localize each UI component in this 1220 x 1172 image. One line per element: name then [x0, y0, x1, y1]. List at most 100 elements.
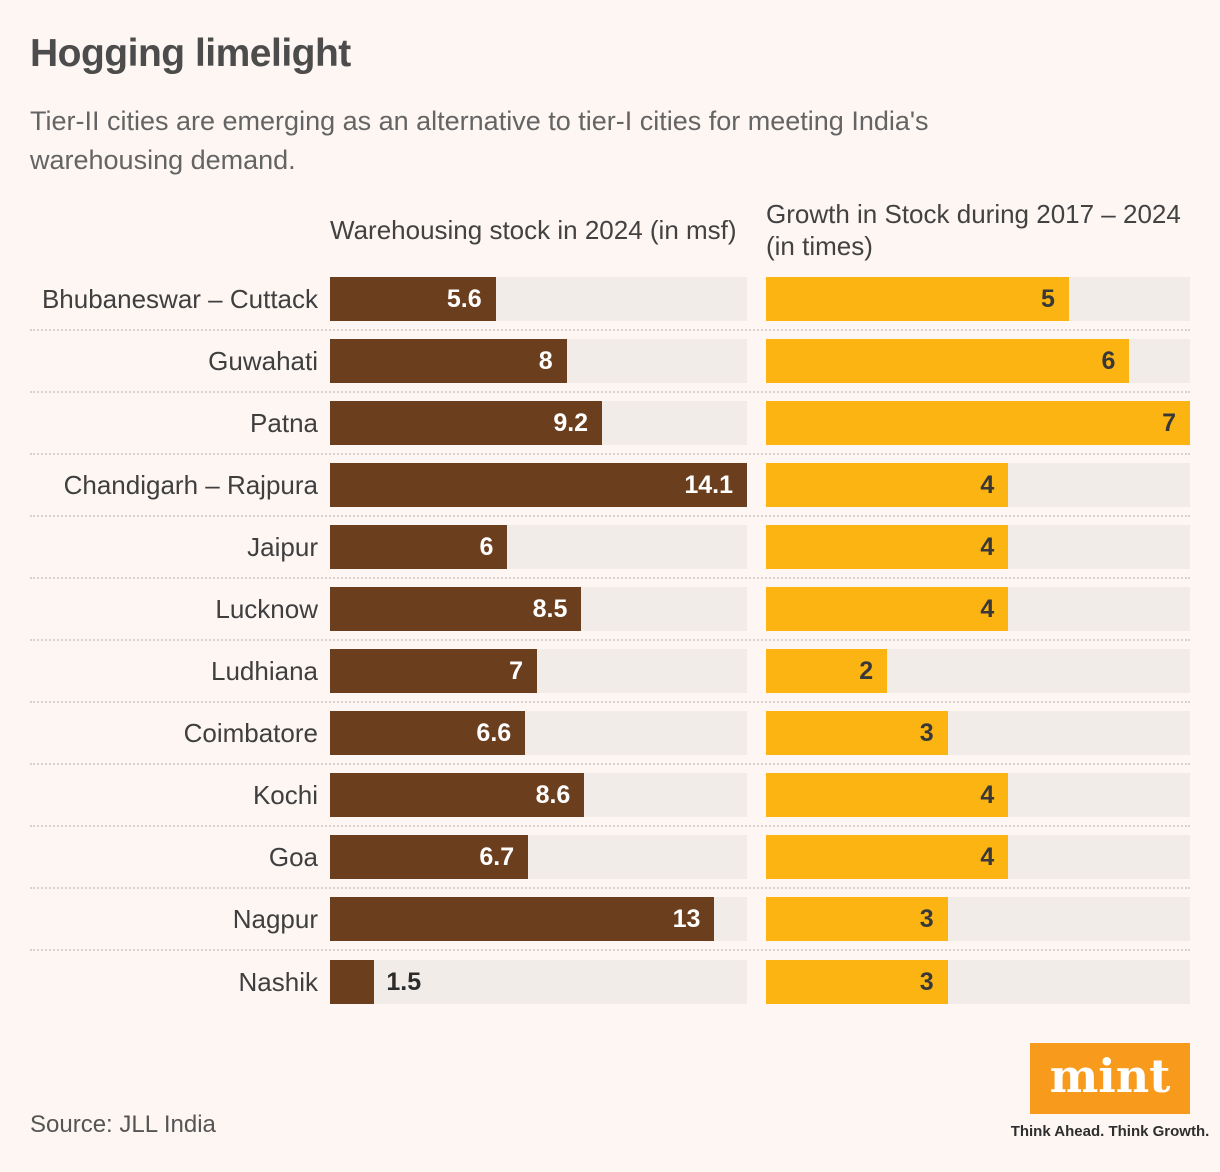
- stock-bar: 5.6: [330, 277, 496, 321]
- brand-tagline: Think Ahead. Think Growth.: [1010, 1123, 1210, 1140]
- growth-bar-track: 6: [766, 339, 1190, 383]
- stock-value-label: 8: [538, 346, 553, 375]
- growth-value-label: 4: [980, 780, 995, 809]
- stock-bar: 8.5: [330, 587, 582, 631]
- stock-bar: 7: [330, 649, 538, 693]
- stock-value-label: 6.7: [479, 842, 515, 871]
- stock-bar-track: 14.1: [330, 463, 747, 507]
- city-label: Lucknow: [215, 593, 318, 624]
- city-label: Chandigarh – Rajpura: [63, 469, 318, 500]
- stock-bar-track: 9.2: [330, 401, 747, 445]
- table-row: Lucknow 8.5 4: [30, 579, 1190, 641]
- table-row: Kochi 8.6 4: [30, 765, 1190, 827]
- city-label: Kochi: [252, 779, 318, 810]
- stock-bar-track: 8.6: [330, 773, 747, 817]
- growth-bar-track: 5: [766, 277, 1190, 321]
- growth-bar: 2: [766, 649, 888, 693]
- growth-value-label: 4: [980, 842, 995, 871]
- stock-value-label: 13: [672, 904, 701, 933]
- bar-chart-rows: Bhubaneswar – Cuttack 5.6 5 Guwahati 8: [30, 269, 1190, 1013]
- growth-bar: 3: [766, 960, 948, 1004]
- city-label: Ludhiana: [211, 655, 318, 686]
- stock-bar-track: 5.6: [330, 277, 747, 321]
- growth-value-label: 3: [919, 904, 934, 933]
- growth-value-label: 2: [859, 656, 874, 685]
- growth-bar-track: 3: [766, 897, 1190, 941]
- growth-bar: 4: [766, 587, 1009, 631]
- chart-subtitle: Tier-II cities are emerging as an altern…: [30, 106, 929, 175]
- stock-value-label: 8.5: [532, 594, 568, 623]
- table-row: Nagpur 13 3: [30, 889, 1190, 951]
- growth-bar-track: 4: [766, 587, 1190, 631]
- stock-bar: 8.6: [330, 773, 585, 817]
- stock-bar: 1.5: [330, 960, 421, 1004]
- growth-value-label: 4: [980, 470, 995, 499]
- table-row: Bhubaneswar – Cuttack 5.6 5: [30, 269, 1190, 331]
- city-label: Patna: [250, 407, 318, 438]
- growth-bar-track: 4: [766, 835, 1190, 879]
- city-label: Bhubaneswar – Cuttack: [41, 283, 318, 314]
- growth-column-header: Growth in Stock during 2017 – 2024 (in t…: [766, 199, 1181, 261]
- city-label: Nagpur: [232, 903, 318, 934]
- growth-bar: 5: [766, 277, 1069, 321]
- growth-bar-track: 4: [766, 463, 1190, 507]
- stock-value-label: 7: [509, 656, 524, 685]
- growth-bar-track: 3: [766, 711, 1190, 755]
- growth-value-label: 3: [919, 718, 934, 747]
- table-row: Jaipur 6 4: [30, 517, 1190, 579]
- stock-value-label: 5.6: [446, 284, 482, 313]
- table-row: Nashik 1.5 3: [30, 951, 1190, 1013]
- growth-bar: 3: [766, 897, 948, 941]
- city-label: Goa: [268, 841, 318, 872]
- city-label: Coimbatore: [183, 717, 318, 748]
- mint-logo-text: mint: [1049, 1048, 1171, 1103]
- table-row: Guwahati 8 6: [30, 331, 1190, 393]
- stock-bar: 14.1: [330, 463, 747, 507]
- growth-value-label: 7: [1162, 408, 1176, 437]
- growth-value-label: 6: [1101, 346, 1116, 375]
- table-row: Ludhiana 7 2: [30, 641, 1190, 703]
- growth-bar-track: 4: [766, 525, 1190, 569]
- growth-bar: 4: [766, 835, 1009, 879]
- growth-bar-track: 4: [766, 773, 1190, 817]
- growth-bar: 6: [766, 339, 1130, 383]
- growth-bar-track: 7: [766, 401, 1190, 445]
- stock-bar-track: 13: [330, 897, 747, 941]
- column-headers: Warehousing stock in 2024 (in msf) Growt…: [30, 198, 1190, 262]
- growth-bar: 4: [766, 463, 1009, 507]
- stock-value-label: 8.6: [535, 780, 571, 809]
- table-row: Coimbatore 6.6 3: [30, 703, 1190, 765]
- growth-bar: 4: [766, 525, 1009, 569]
- city-label: Jaipur: [247, 531, 318, 562]
- stock-value-label: 9.2: [553, 408, 589, 437]
- mint-logo: mint: [1030, 1043, 1190, 1114]
- growth-bar: 3: [766, 711, 948, 755]
- stock-bar-track: 7: [330, 649, 747, 693]
- growth-value-label: 5: [1040, 284, 1055, 313]
- table-row: Chandigarh – Rajpura 14.1 4: [30, 455, 1190, 517]
- growth-bar-track: 2: [766, 649, 1190, 693]
- growth-value-label: 4: [980, 594, 995, 623]
- page-title: Hogging limelight: [30, 32, 351, 75]
- stock-bar-track: 6: [330, 525, 747, 569]
- growth-bar: 4: [766, 773, 1009, 817]
- stock-bar-track: 6.7: [330, 835, 747, 879]
- stock-bar: 6: [330, 525, 508, 569]
- stock-bar-track: 8.5: [330, 587, 747, 631]
- stock-value-label: 6: [479, 532, 494, 561]
- stock-bar: 6.6: [330, 711, 526, 755]
- stock-bar: 8: [330, 339, 567, 383]
- growth-value-label: 4: [980, 532, 995, 561]
- stock-bar-track: 8: [330, 339, 747, 383]
- table-row: Goa 6.7 4: [30, 827, 1190, 889]
- growth-bar-track: 3: [766, 960, 1190, 1004]
- stock-bar: 13: [330, 897, 715, 941]
- brand-block: mint Think Ahead. Think Growth.: [1011, 1043, 1209, 1140]
- stock-column-header: Warehousing stock in 2024 (in msf): [330, 215, 737, 245]
- source-note: Source: JLL India: [30, 1111, 216, 1138]
- table-row: Patna 9.2 7: [30, 393, 1190, 455]
- stock-value-label: 1.5: [386, 967, 422, 996]
- stock-bar-track: 6.6: [330, 711, 747, 755]
- stock-value-label: 6.6: [476, 718, 512, 747]
